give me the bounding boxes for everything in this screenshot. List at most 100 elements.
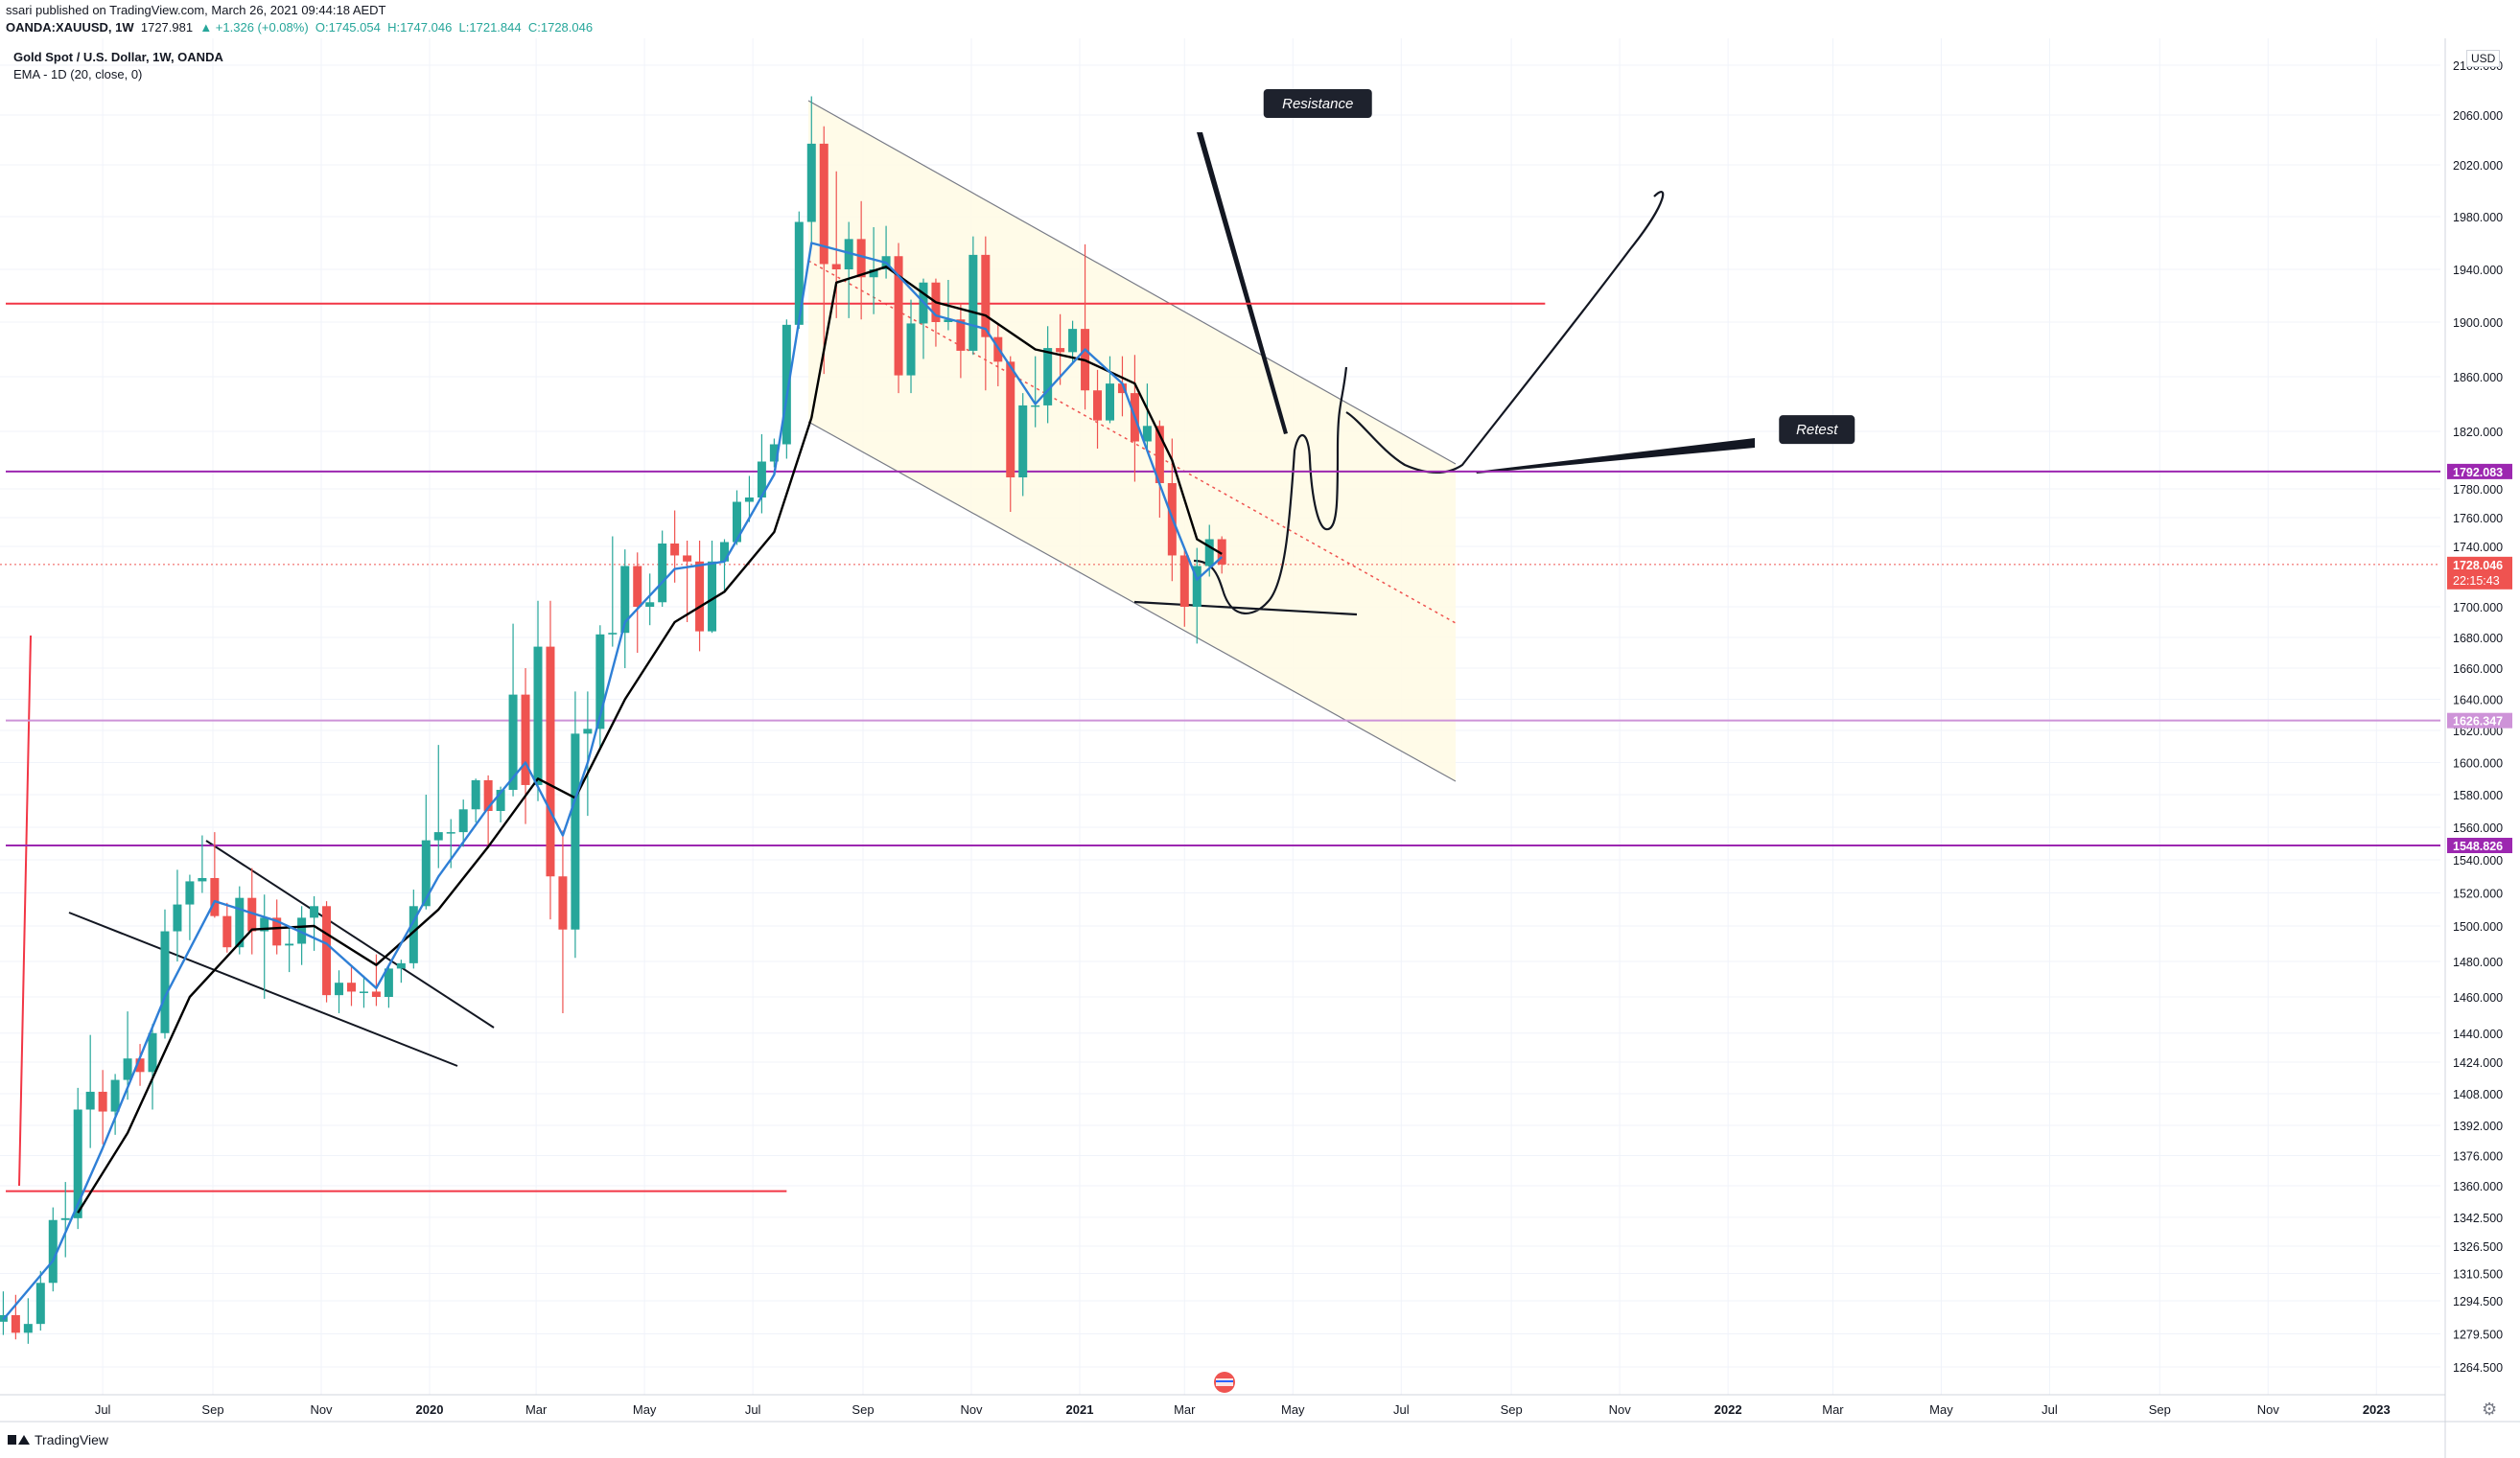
price-tick-label: 1860.000: [2453, 371, 2503, 384]
candle-body: [546, 646, 555, 877]
price-tick-label: 1520.000: [2453, 888, 2503, 901]
time-tick-label: Mar: [1822, 1402, 1844, 1417]
candle-body: [433, 832, 443, 841]
callout-label: Resistance: [1282, 96, 1353, 112]
time-tick-label: Jul: [2042, 1402, 2058, 1417]
wedge-upper-line: [205, 840, 495, 1029]
candle-body: [844, 239, 853, 269]
candle-body: [620, 566, 630, 634]
price-tick-label: 1392.000: [2453, 1120, 2503, 1133]
price-tick-label: 1660.000: [2453, 662, 2503, 676]
candle-body: [1056, 348, 1065, 353]
time-tick-label: Nov: [2257, 1402, 2280, 1417]
candle-body: [533, 646, 543, 785]
candle-body: [185, 881, 195, 905]
candle-body: [148, 1032, 157, 1073]
candle-body: [210, 877, 220, 916]
candle-body: [346, 983, 356, 992]
publish-info: ssari published on TradingView.com, Marc…: [6, 3, 386, 17]
price-tick-label: 1940.000: [2453, 264, 2503, 277]
price-tag-label: 1626.347: [2453, 715, 2503, 729]
tradingview-brand[interactable]: TradingView: [8, 1432, 108, 1447]
ohlc-line: OANDA:XAUUSD, 1W 1727.981 ▲ +1.326 (+0.0…: [6, 20, 593, 35]
countdown-label: 22:15:43: [2453, 574, 2500, 588]
ema-slow-line: [77, 266, 1223, 1214]
time-tick-label: Jul: [1393, 1402, 1410, 1417]
candle-body: [160, 931, 170, 1033]
candle-body: [222, 915, 232, 948]
candle-body: [421, 840, 431, 907]
price-tag-label: 1728.046: [2453, 559, 2503, 572]
price-tag: [2447, 463, 2512, 479]
candle-body: [260, 917, 269, 932]
candle-body: [956, 319, 966, 351]
price-tag: [2447, 556, 2512, 590]
candle-body: [521, 694, 530, 785]
candle-body: [471, 779, 480, 810]
candle-body: [1018, 405, 1028, 477]
candle-body: [1192, 566, 1202, 607]
price-tick-label: 1342.500: [2453, 1212, 2503, 1225]
price-tick-label: 1600.000: [2453, 757, 2503, 771]
price-tick-label: 1480.000: [2453, 956, 2503, 969]
candle-body: [285, 943, 294, 946]
price-tag: [2447, 712, 2512, 729]
time-tick-label: 2020: [416, 1402, 444, 1417]
candle-body: [906, 323, 916, 376]
time-tick-label: Nov: [960, 1402, 983, 1417]
candle-body: [831, 264, 841, 269]
candle-body: [123, 1058, 132, 1080]
price-tick-label: 1780.000: [2453, 483, 2503, 497]
candle-body: [1204, 539, 1214, 567]
candle-body: [371, 991, 381, 997]
candle-body: [794, 221, 804, 325]
time-tick-label: Nov: [310, 1402, 333, 1417]
time-tick-label: Sep: [1501, 1402, 1523, 1417]
candle-body: [73, 1109, 82, 1218]
currency-label[interactable]: USD: [2466, 50, 2501, 67]
price-tick-label: 1980.000: [2453, 211, 2503, 224]
candle-body: [732, 501, 741, 543]
price-change: ▲ +1.326 (+0.08%): [199, 20, 309, 35]
tradingview-logo-icon: [8, 1433, 30, 1446]
price-axis[interactable]: 2100.0002060.0002020.0001980.0001940.000…: [2444, 38, 2503, 1458]
projection-path: [1133, 191, 1665, 616]
price-tick-label: 1500.000: [2453, 920, 2503, 934]
price-tick-label: 1440.000: [2453, 1028, 2503, 1041]
candle-body: [1105, 383, 1114, 421]
candle-body: [720, 542, 730, 562]
flag-icon: [1214, 1372, 1235, 1393]
time-tick-label: Sep: [201, 1402, 223, 1417]
time-axis[interactable]: Jul Sep Nov 2020 Mar May Jul Sep Nov 2021 Mar May Ju…: [0, 1394, 2520, 1423]
candle-body: [981, 254, 991, 337]
legend-title[interactable]: Gold Spot / U.S. Dollar, 1W, OANDA: [13, 50, 223, 64]
time-tick-label: Jul: [745, 1402, 761, 1417]
price-tick-label: 1740.000: [2453, 541, 2503, 554]
candle-body: [583, 729, 593, 734]
price-tag: [2447, 837, 2512, 853]
price-tick-label: 1326.500: [2453, 1240, 2503, 1254]
legend-ema[interactable]: EMA - 1D (20, close, 0): [13, 67, 143, 81]
resistance-pointer: [1197, 132, 1288, 434]
candle-body: [1093, 390, 1103, 421]
candle-body: [894, 256, 903, 376]
candle-body: [396, 962, 406, 969]
candle-body: [1043, 348, 1053, 405]
gear-icon[interactable]: ⚙: [2482, 1400, 2498, 1419]
candle-body: [708, 561, 717, 632]
candle-body: [11, 1314, 20, 1333]
candle-body: [496, 789, 505, 811]
candle-body: [359, 991, 368, 993]
price-tag-label: 1792.083: [2453, 466, 2503, 479]
high-value: H:1747.046: [387, 20, 453, 35]
time-tick-label: Jul: [95, 1402, 111, 1417]
red-vertical-line: [18, 635, 32, 1187]
time-tick-label: 2022: [1715, 1402, 1742, 1417]
candle-body: [645, 602, 655, 607]
ema-lines: [2, 242, 1224, 1321]
price-tick-label: 1760.000: [2453, 512, 2503, 525]
candle-body: [198, 877, 207, 882]
candle-body: [744, 498, 754, 502]
candle-body: [1031, 405, 1040, 407]
